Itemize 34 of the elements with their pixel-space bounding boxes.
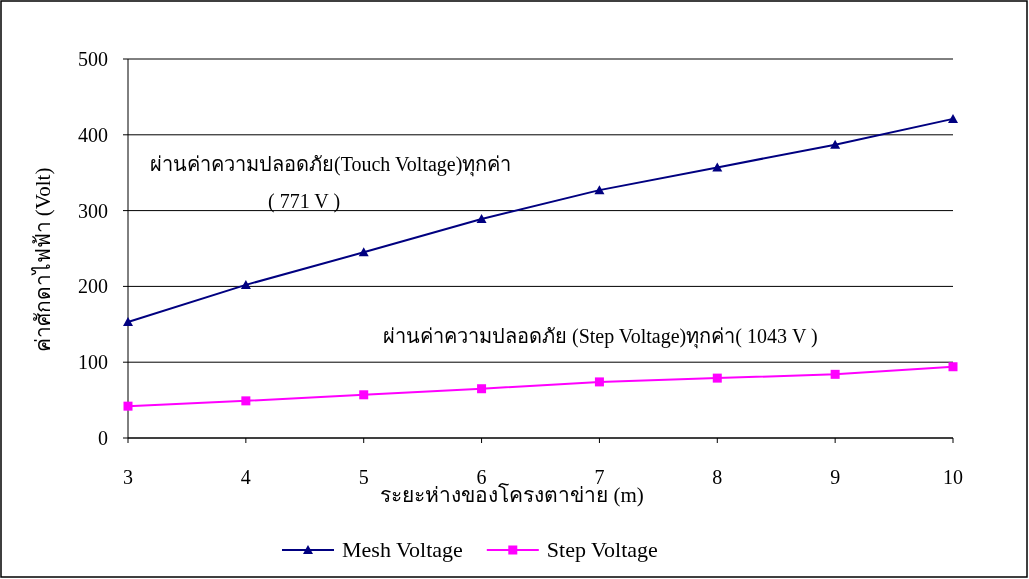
y-tick-label: 200 [78,275,108,298]
x-tick-label: 3 [123,466,133,488]
annotation: ( 771 V ) [268,190,341,212]
x-tick-label: 8 [712,466,723,488]
point [712,162,723,172]
x-tick-label: 5 [358,466,369,488]
point [712,373,722,383]
point [594,185,605,195]
y-tick-label: 300 [78,199,108,222]
point [594,377,604,387]
point [241,396,251,406]
point [240,279,251,289]
point [477,384,487,394]
legend-label: Step Voltage [546,537,658,562]
point [948,113,958,123]
point [948,362,958,372]
annotation: ผ่านค่าความปลอดภัย(Touch Voltage)ทุกค่า [150,153,512,175]
annotation: ผ่านค่าความปลอดภัย (Step Voltage)ทุกค่า( 1043 V ) [383,325,818,347]
point [358,247,369,257]
point [830,369,840,379]
y-tick-label: 400 [78,123,108,146]
point [123,401,133,411]
y-tick-label: 0 [98,427,108,449]
y-tick-label: 500 [78,48,108,70]
x-tick-label: 9 [830,466,841,488]
legend-label: Mesh Voltage [342,537,463,562]
y-axis-title: ค่าศักดาไฟฟ้า (Volt) [31,167,55,353]
x-tick-label: 4 [240,466,251,488]
x-tick-label: 10 [943,466,963,488]
point [476,213,487,223]
point [359,390,369,400]
point [123,317,133,327]
y-tick-label: 100 [78,351,108,374]
point [830,139,841,149]
